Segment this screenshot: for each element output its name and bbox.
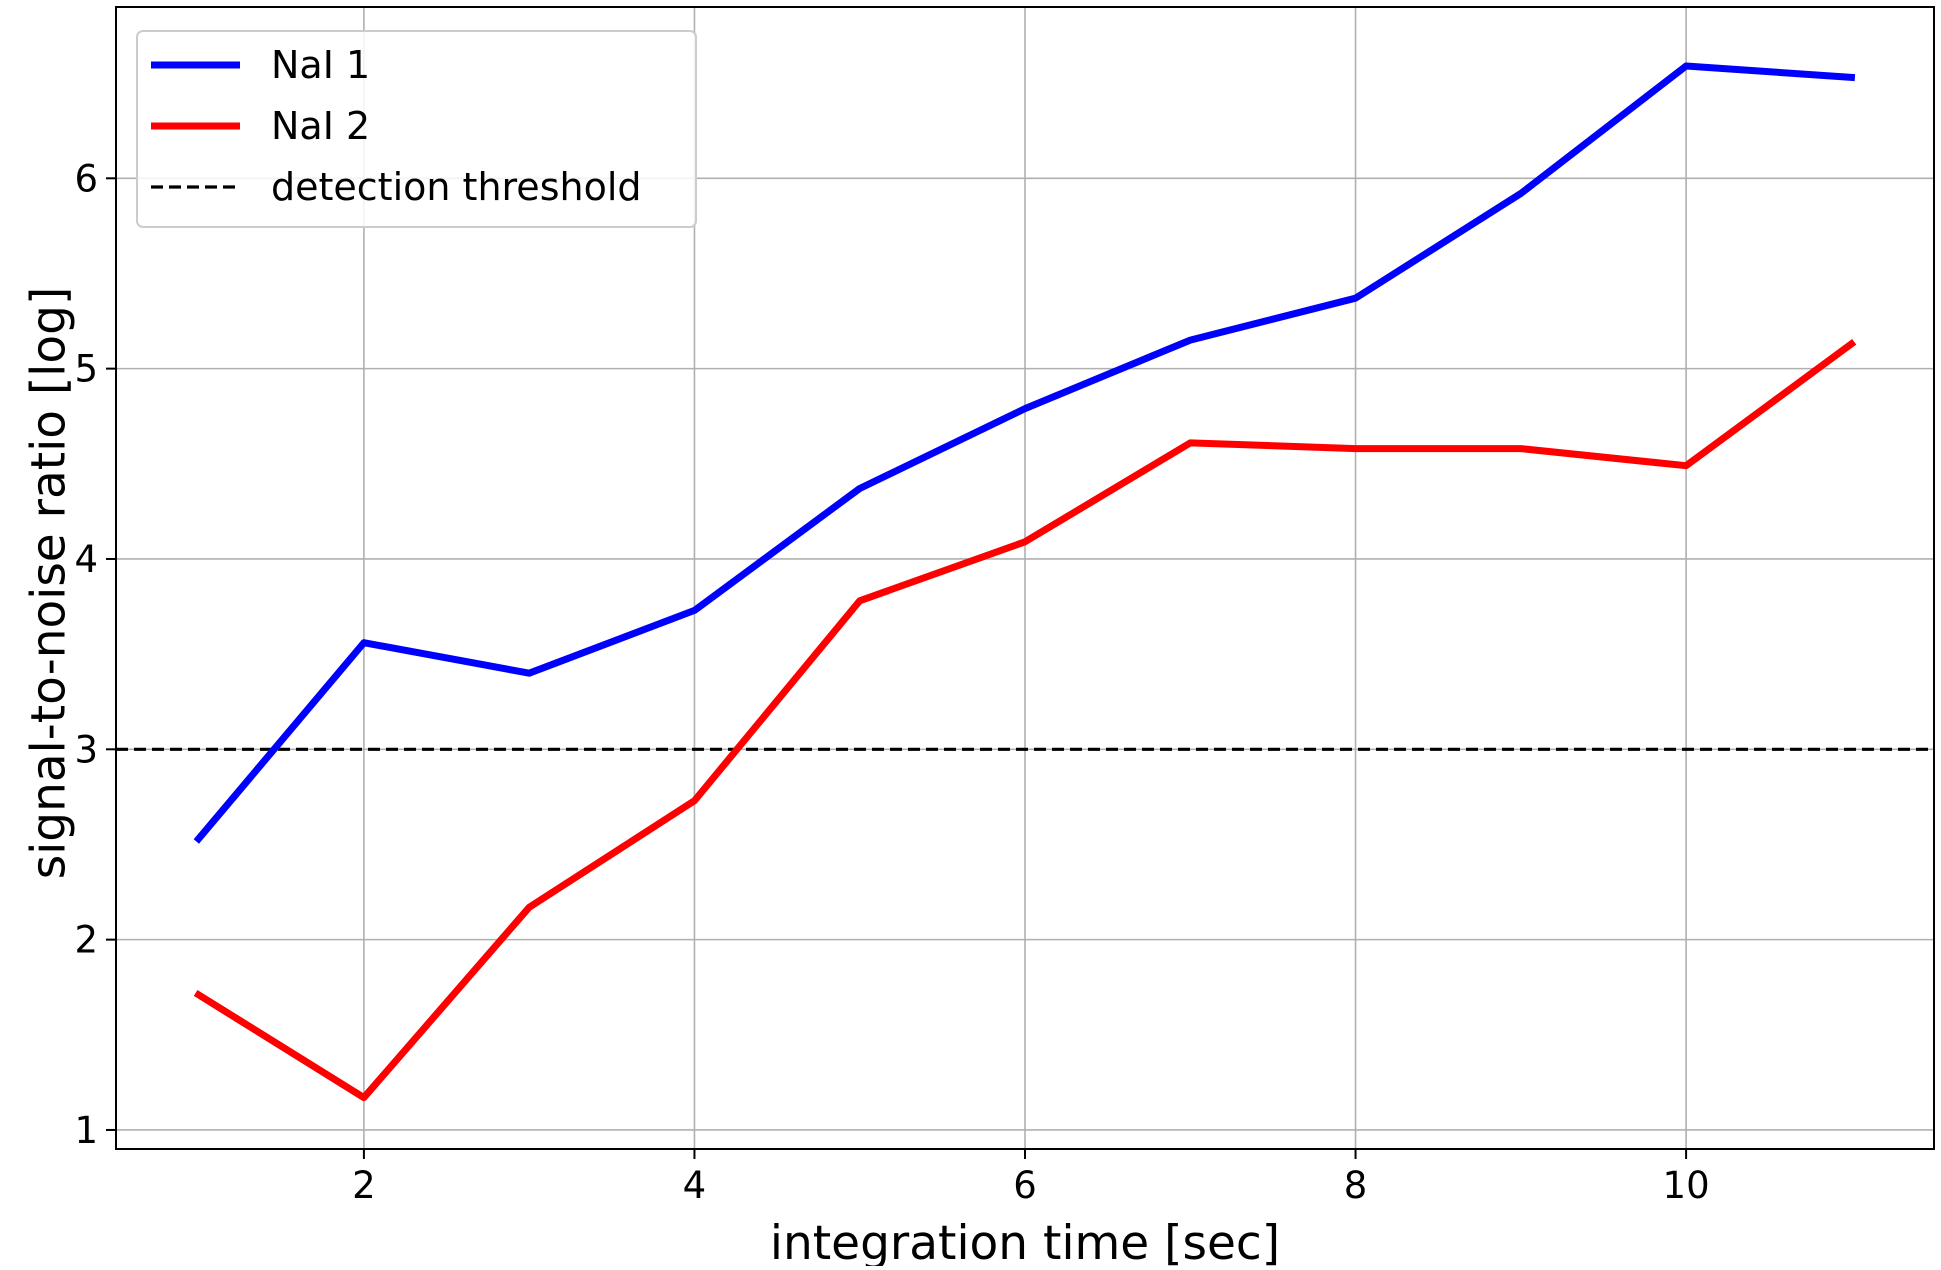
- x-tick-label: 10: [1663, 1164, 1710, 1207]
- legend-label-nai-2: NaI 2: [271, 104, 370, 148]
- x-tick-label: 2: [352, 1164, 376, 1207]
- series-line-1: [193, 62, 1856, 844]
- series-line-2: [193, 339, 1857, 1102]
- y-tick-label: 2: [74, 919, 98, 962]
- legend-label-nai-1: NaI 1: [271, 43, 370, 87]
- y-tick-label: 3: [74, 728, 98, 771]
- y-tick-label: 1: [74, 1109, 98, 1152]
- x-tick-label: 4: [683, 1164, 707, 1207]
- x-axis-label: integration time [sec]: [770, 1216, 1280, 1266]
- x-tick-label: 6: [1013, 1164, 1037, 1207]
- y-tick-label: 6: [74, 157, 98, 200]
- legend-label-threshold: detection threshold: [271, 165, 642, 209]
- y-tick-label: 5: [74, 348, 98, 391]
- y-axis-label: signal-to-noise ratio [log]: [21, 287, 76, 880]
- legend: NaI 1 NaI 2 detection threshold: [136, 30, 697, 228]
- legend-box: [136, 30, 697, 228]
- plot-area: [116, 62, 1934, 1102]
- x-tick-label: 8: [1344, 1164, 1368, 1207]
- y-tick-label: 4: [74, 538, 98, 581]
